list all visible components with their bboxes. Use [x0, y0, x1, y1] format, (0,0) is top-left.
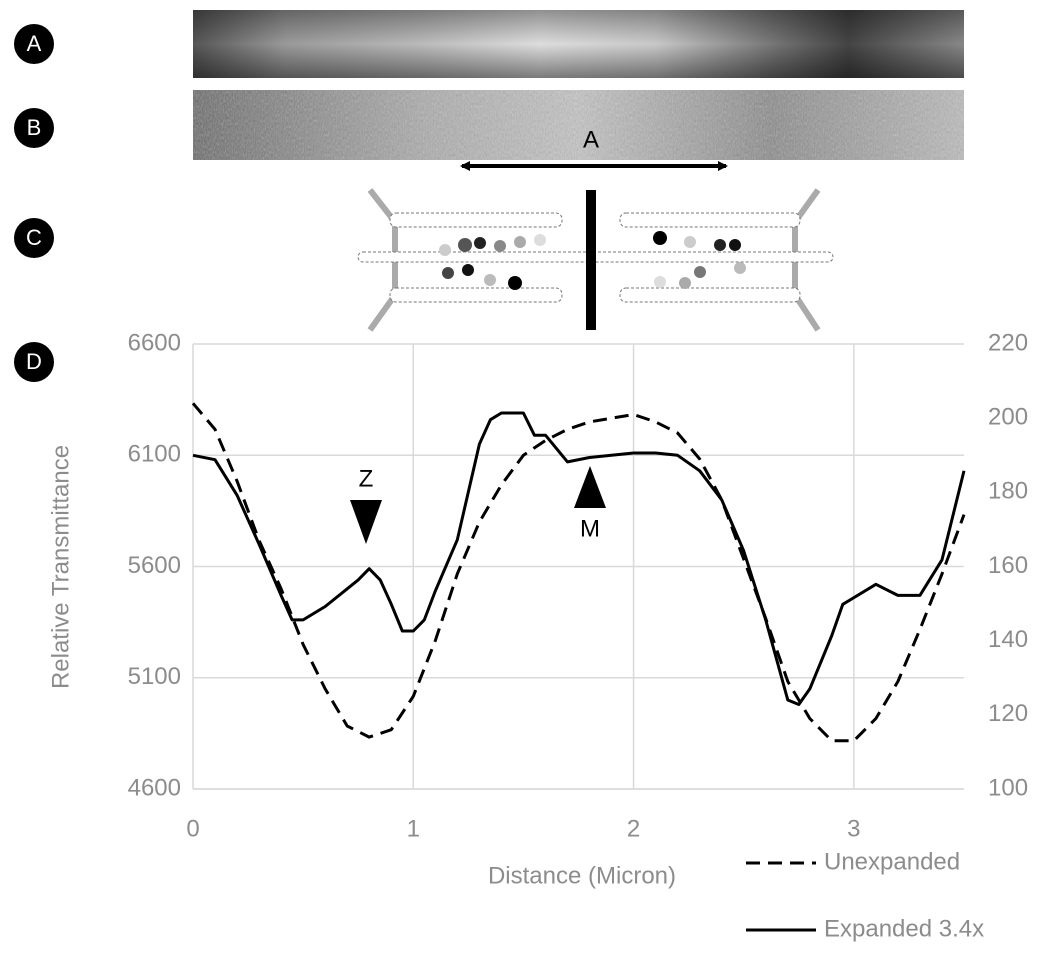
y-tick-label: 5100 [128, 663, 181, 690]
annotation-arrow [574, 466, 606, 508]
annotation: Z [359, 465, 374, 492]
arrow-label: A [583, 126, 599, 153]
y2-tick-label: 160 [988, 552, 1028, 579]
y-tick-label: 6600 [128, 329, 181, 356]
line-series [192, 411, 966, 706]
panel-badge [14, 108, 54, 148]
panel-badge [14, 218, 54, 258]
annotation-arrow [350, 500, 382, 544]
y2-tick-label: 180 [988, 478, 1028, 505]
y2-tick-label: 120 [988, 700, 1028, 727]
panel-label: B [27, 115, 42, 140]
x-tick-label: 0 [186, 815, 199, 842]
panel-label: C [26, 225, 42, 250]
legend-label: Expanded 3.4x [824, 915, 984, 942]
y2-tick-label: 100 [988, 774, 1028, 801]
x-tick-label: 1 [407, 815, 420, 842]
y-tick-label: 6100 [128, 441, 181, 468]
x-tick-label: 2 [627, 815, 640, 842]
y-axis-title: Relative Transmittance [47, 445, 74, 689]
panel-badge [14, 24, 54, 64]
sarcomere-diagram [357, 188, 834, 332]
y-tick-label: 5600 [128, 552, 181, 579]
y2-tick-label: 200 [988, 404, 1028, 431]
y2-tick-label: 140 [988, 626, 1028, 653]
panel-label: A [27, 31, 42, 56]
line-series [191, 402, 966, 743]
panel-labels: A B C D [14, 24, 54, 382]
annotation: M [580, 515, 600, 542]
panel-label: D [26, 349, 42, 374]
x-axis-title: Distance (Micron) [488, 862, 676, 889]
chart: 4600510056006100660010012014016018020022… [47, 329, 1028, 942]
panel-images [193, 10, 964, 160]
legend-label: Unexpanded [824, 848, 960, 875]
panel-badge [14, 342, 54, 382]
x-tick-label: 3 [847, 815, 860, 842]
y2-tick-label: 220 [988, 329, 1028, 356]
y-tick-label: 4600 [128, 774, 181, 801]
